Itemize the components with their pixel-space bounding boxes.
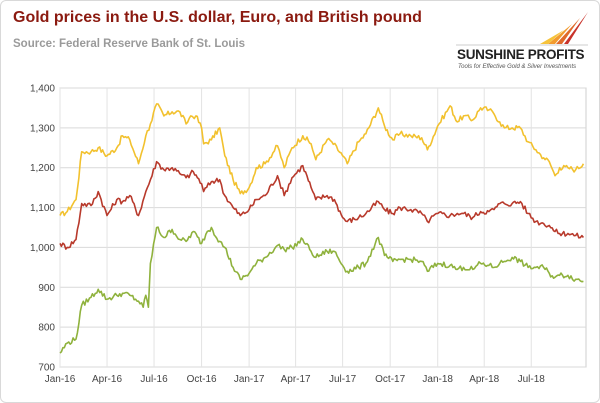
x-tick-label: Jan-18 [422, 374, 453, 385]
y-tick-label: 900 [38, 283, 55, 294]
chart-source: Source: Federal Reserve Bank of St. Loui… [13, 38, 245, 50]
sun-rays-icon [456, 12, 588, 46]
series-line-1 [59, 103, 585, 217]
x-tick-label: Apr-18 [469, 374, 499, 385]
series-line-3 [59, 226, 584, 354]
x-tick-label: Jan-17 [234, 374, 265, 385]
y-tick-label: 1,200 [30, 163, 55, 174]
x-tick-label: Jan-16 [45, 374, 76, 385]
series-line-2 [59, 160, 585, 250]
plot-area [59, 87, 587, 368]
sunshine-profits-logo: SUNSHINE PROFITS Tools for Effective Gol… [452, 8, 592, 78]
x-tick-label: Oct-17 [375, 374, 405, 385]
x-tick-label: Oct-16 [187, 374, 217, 385]
logo-tagline: Tools for Effective Gold & Silver Invest… [458, 64, 577, 70]
x-tick-label: Apr-16 [92, 374, 122, 385]
y-tick-label: 1,000 [30, 243, 55, 254]
y-tick-label: 1,100 [30, 203, 55, 214]
chart-title: Gold prices in the U.S. dollar, Euro, an… [13, 9, 422, 26]
logo-name: SUNSHINE PROFITS [457, 47, 585, 62]
y-tick-label: 1,300 [30, 123, 55, 134]
y-tick-label: 800 [38, 323, 55, 334]
y-tick-label: 1,400 [30, 84, 55, 95]
x-tick-label: Jul-17 [329, 374, 357, 385]
x-tick-label: Apr-17 [281, 374, 311, 385]
x-tick-label: Jul-16 [140, 374, 168, 385]
x-tick-label: Jul-18 [518, 374, 546, 385]
y-tick-label: 700 [38, 363, 55, 374]
